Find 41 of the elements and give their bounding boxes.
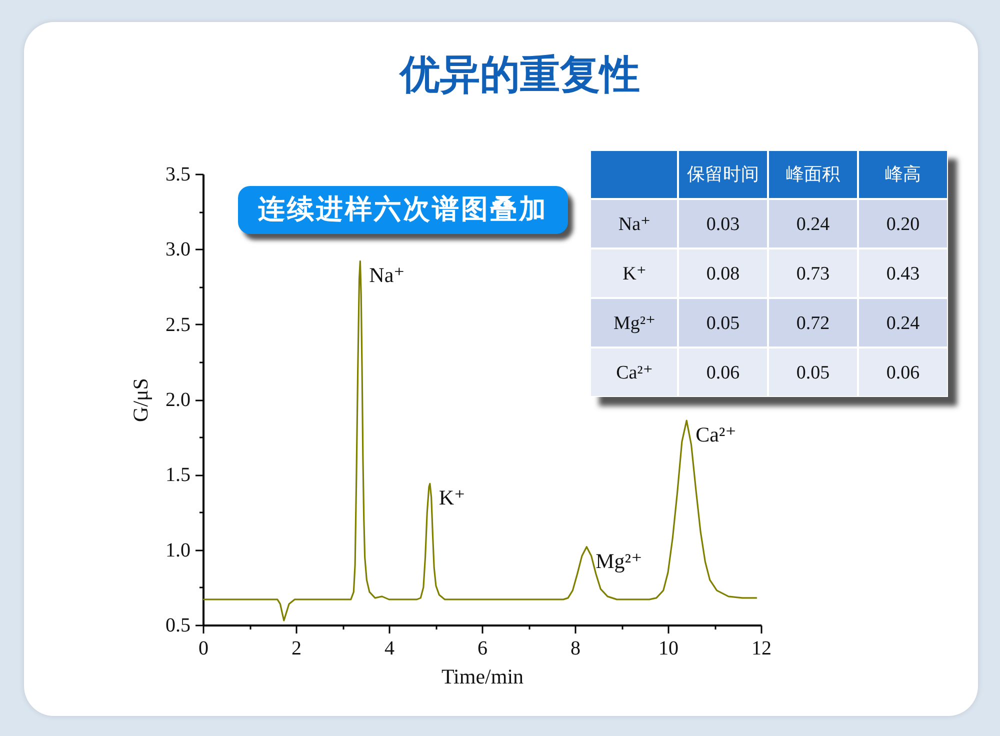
annotation: Na⁺: [369, 263, 405, 288]
data-label: 0.43: [886, 263, 920, 284]
annotation: 连续进样六次谱图叠加: [258, 193, 548, 227]
data-label: 0.73: [796, 263, 830, 284]
data-label: 0.24: [886, 312, 920, 334]
x-tick-label: 保留时间: [687, 164, 759, 185]
data-label: 0.06: [706, 362, 740, 384]
data-label: 0.03: [706, 214, 740, 235]
y-tick-label: 2.5: [166, 314, 190, 336]
x-tick-label: 4: [384, 638, 394, 660]
y-tick-label: 3.5: [166, 164, 190, 186]
x-tick-label: 12: [752, 638, 772, 660]
y-axis-title: G/μS: [128, 378, 152, 422]
y-tick-label: Ca²⁺: [616, 362, 653, 384]
y-tick-label: 1.0: [166, 539, 190, 562]
y-tick-label: 3.0: [166, 238, 190, 261]
x-tick-label: 0: [198, 638, 208, 660]
data-label: 0.06: [886, 362, 920, 384]
annotation: K⁺: [438, 486, 466, 510]
annotation: Ca²⁺: [696, 422, 736, 447]
x-tick-label: 峰面积: [786, 164, 840, 185]
data-label: 0.05: [796, 362, 830, 384]
chart-title: 优异的重复性: [398, 52, 640, 98]
y-tick-label: Na⁺: [618, 214, 651, 235]
y-tick-label: Mg²⁺: [613, 312, 656, 334]
x-tick-label: 峰高: [885, 164, 921, 185]
data-label: 0.05: [706, 312, 740, 334]
y-tick-label: K⁺: [622, 263, 646, 284]
x-axis-title: Time/min: [441, 664, 524, 688]
x-tick-label: 8: [570, 638, 580, 660]
y-tick-label: 1.5: [166, 464, 190, 486]
y-tick-label: 0.5: [166, 614, 190, 636]
y-tick-label: 2.0: [166, 389, 190, 411]
line-series: [203, 260, 758, 622]
x-tick-label: 6: [478, 638, 488, 660]
data-label: 0.08: [706, 263, 740, 284]
x-tick-label: 10: [658, 638, 678, 660]
data-label: 0.20: [886, 214, 920, 235]
data-label: 0.72: [796, 312, 830, 334]
data-label: 0.24: [796, 214, 830, 235]
x-tick-label: 2: [292, 638, 302, 660]
